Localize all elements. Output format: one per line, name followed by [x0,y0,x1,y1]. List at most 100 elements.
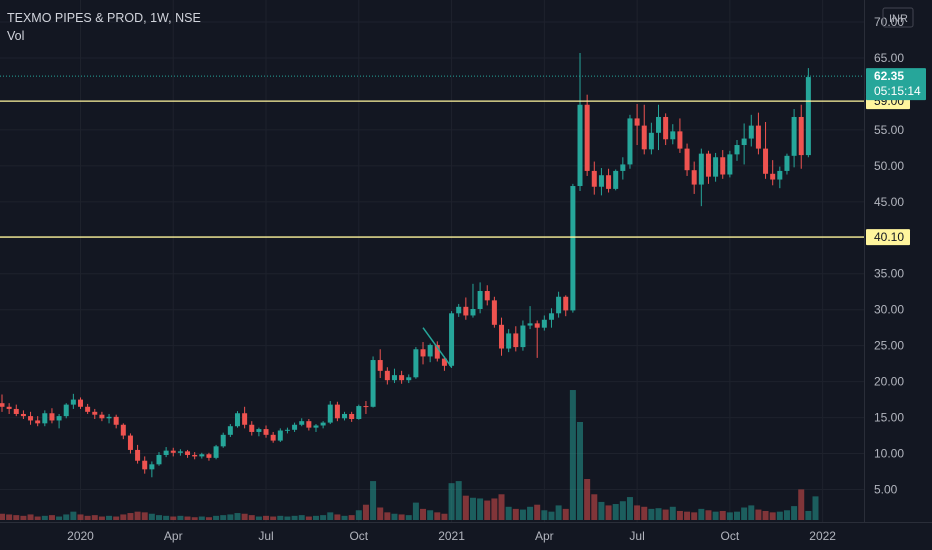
horizontal-levels[interactable] [0,100,864,238]
time-tick-label: Jul [629,529,644,543]
volume-bar [534,504,541,520]
candle-body [755,125,761,149]
time-tick-label: Apr [164,529,183,543]
volume-bar [405,515,412,520]
volume-bar [548,511,555,520]
volume-bar [248,515,255,520]
volume-bar [434,512,441,520]
volume-bar [612,504,619,520]
candle-body [641,125,647,150]
volume-bar [484,500,491,520]
candle-body [698,153,704,185]
candle-body [35,420,41,424]
volume-bar [106,515,113,520]
candle-body [791,116,797,156]
candle-body [263,429,269,435]
candle-body [449,313,455,366]
candle-body [334,404,340,419]
volume-bar [776,511,783,520]
volume-bar [648,508,655,520]
volume-bar [455,481,462,520]
candle-body [0,403,5,407]
candle-body [784,155,790,171]
volume-bar [798,489,805,520]
currency-box [882,7,914,28]
candle-body [484,291,490,301]
price-axis[interactable]: 70.00 65.00 55.00 50.00 45.00 35.00 30.00 25.00… [864,0,932,550]
candle-body [720,157,726,175]
volume-bar [34,516,41,520]
price-tick-label: 55.00 [874,123,904,137]
candle-body [277,430,283,441]
volume-bar [769,512,776,520]
candle-body [691,170,697,185]
candle-body [142,460,148,470]
volume-bar [748,505,755,520]
volume-bar [6,514,13,520]
volume-bar [362,504,369,520]
volume-bar [98,516,105,520]
candle-body [270,434,276,441]
candle-body [563,296,569,311]
candle-body [92,411,98,415]
volume-bar [155,515,162,520]
time-axis[interactable]: 2020 Apr Jul Oct 2021 Apr Jul Oct 2022 [0,522,932,550]
time-tick-label: Apr [535,529,554,543]
candle-body [648,132,654,150]
candle-body [227,426,233,435]
candle-body [798,116,804,156]
candle-body [49,413,55,421]
candle-body [313,425,319,428]
volume-bar [783,510,790,520]
candle-body [420,349,426,357]
volume-indicator-label[interactable]: Vol [7,29,25,43]
volume-bar [605,505,612,520]
candle-body [499,324,505,349]
candle-body [748,125,754,139]
candle-body [384,370,390,381]
time-tick-label: 2022 [809,529,836,543]
candle-body [213,446,219,458]
candle-body [705,153,711,177]
candle-body [598,175,604,187]
candle-body [777,170,783,180]
volume-bar [684,511,691,520]
volume-bar [91,515,98,520]
candle-body [199,454,205,457]
candle-body [149,464,155,470]
candle-body [177,451,183,453]
candle-body [242,413,248,425]
volume-bar [726,512,733,520]
candle-body [356,406,362,420]
volume-bar [505,506,512,520]
candle-body [584,104,590,171]
candle-body [634,118,640,126]
candle-body [677,131,683,149]
trend-line[interactable] [422,327,453,368]
symbol-title[interactable]: TEXMO PIPES & PROD, 1W, NSE [7,11,201,25]
volume-bar [191,517,198,520]
candle-body [6,406,12,409]
candle-body [234,413,240,427]
candle-body [520,325,526,348]
volume-bar [519,509,526,520]
volume-bar [412,502,419,520]
candle-body [413,349,419,378]
candle-body [170,450,176,453]
volume-bar [48,515,55,520]
candle-body [527,323,533,326]
candle-body [670,131,676,140]
candle-body [135,449,141,461]
candle-body [377,360,383,371]
volume-bar [662,509,669,520]
candle-body [727,154,733,175]
grid-lines [0,0,864,522]
volume-bar [0,513,5,520]
volume-bar [805,510,812,520]
price-tick-label: 25.00 [874,339,904,353]
candle-body [627,118,633,165]
volume-bar [120,514,127,520]
volume-bar [70,511,77,520]
volume-bar [698,508,705,520]
